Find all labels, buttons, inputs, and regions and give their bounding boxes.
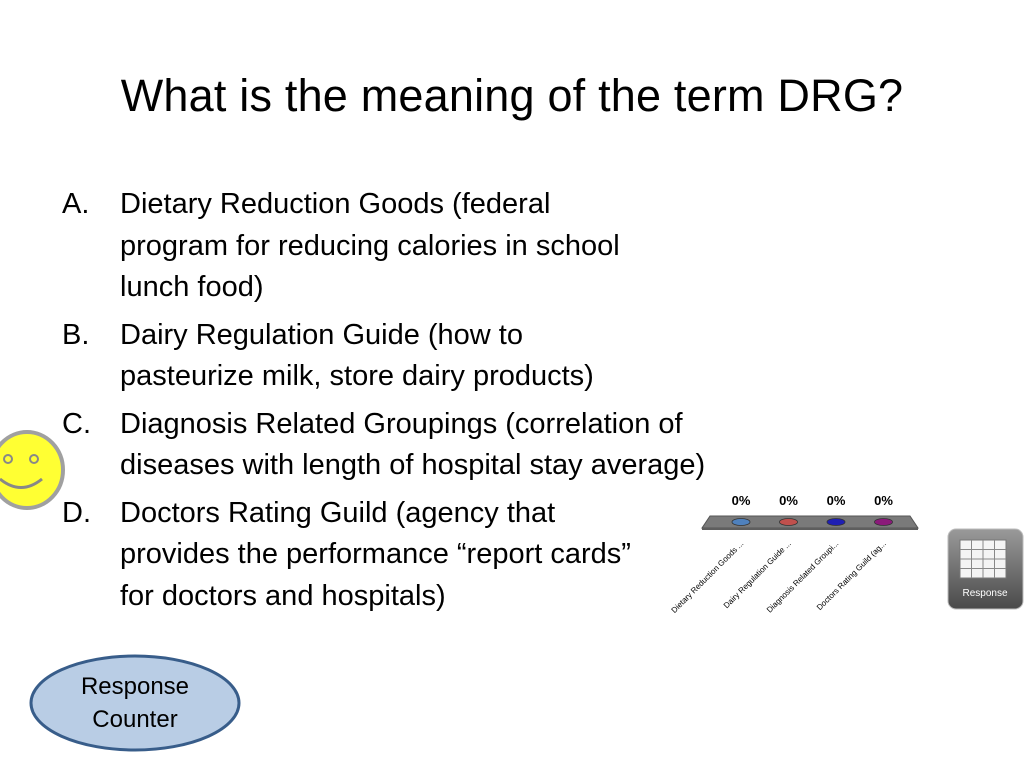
option-text: Dietary Reduction Goods (federal program… <box>120 188 620 303</box>
option-d: D. Doctors Rating Guild (agency that pro… <box>62 493 722 618</box>
answer-options: A. Dietary Reduction Goods (federal prog… <box>62 184 722 623</box>
response-chart: 0%Dietary Reduction Goods ...0%Dairy Reg… <box>670 493 919 615</box>
option-text: Dairy Regulation Guide (how to pasteuriz… <box>120 318 594 393</box>
option-b: B. Dairy Regulation Guide (how to pasteu… <box>62 315 722 398</box>
option-a: A. Dietary Reduction Goods (federal prog… <box>62 184 722 309</box>
chart-value-label: 0% <box>827 493 846 508</box>
option-text: Diagnosis Related Groupings (correlation… <box>120 407 706 482</box>
response-grid-button[interactable]: Response <box>947 528 1024 610</box>
option-text: Doctors Rating Guild (agency that provid… <box>120 496 631 612</box>
response-counter-badge[interactable] <box>28 653 244 753</box>
response-counter-line-2: Counter <box>92 706 178 733</box>
chart-value-label: 0% <box>779 493 798 508</box>
chart-floor-edge <box>702 528 918 530</box>
grid-icon <box>959 539 1007 579</box>
chart-bar-top <box>874 518 893 526</box>
response-button-label: Response <box>962 588 1007 599</box>
chart-bar-top <box>731 518 751 526</box>
response-counter-line-1: Response <box>80 673 190 700</box>
option-letter: C. <box>62 407 91 440</box>
option-letter: B. <box>62 318 90 351</box>
chart-value-label: 0% <box>874 493 893 508</box>
chart-bar-top <box>826 518 846 526</box>
option-c: C. Diagnosis Related Groupings (correlat… <box>62 404 722 487</box>
option-letter: A. <box>62 188 90 220</box>
smiley-face-icon <box>0 430 65 510</box>
chart-value-label: 0% <box>732 493 751 508</box>
slide-title: What is the meaning of the term DRG? <box>120 70 904 121</box>
option-letter: D. <box>62 496 91 529</box>
chart-bar-top <box>779 518 798 526</box>
response-counter-label: Response Counter <box>28 670 242 736</box>
